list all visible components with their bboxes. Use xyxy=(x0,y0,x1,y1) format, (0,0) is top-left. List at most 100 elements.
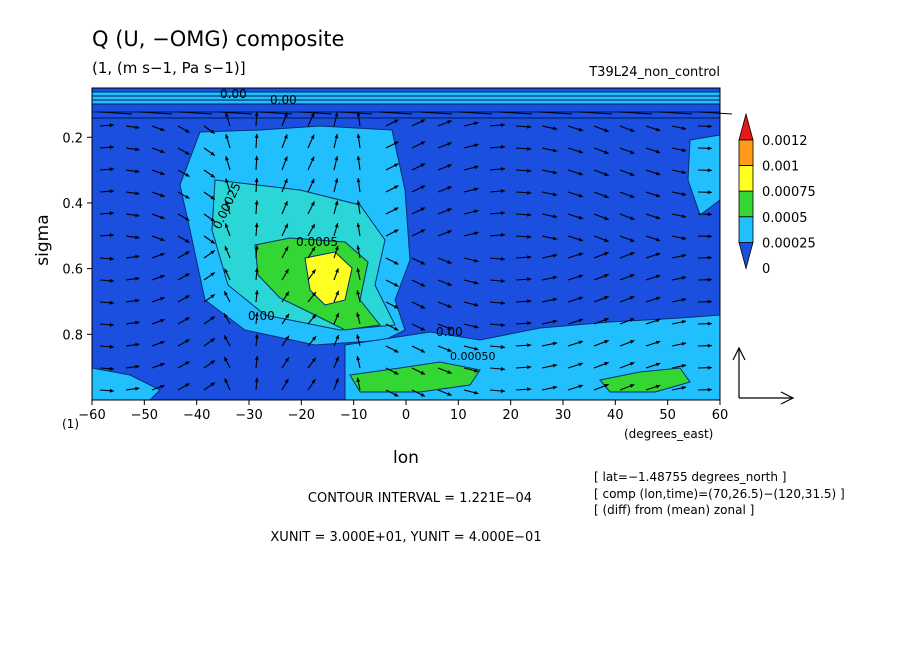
wind-vector-head xyxy=(335,268,339,273)
wind-vector-head xyxy=(284,269,289,274)
wind-vector-head xyxy=(655,318,661,323)
colorbar-segment xyxy=(738,165,754,192)
wind-vector-head xyxy=(655,296,661,301)
wind-vector-head xyxy=(160,237,165,242)
wind-vector xyxy=(339,111,373,115)
wind-vector-head xyxy=(210,382,215,387)
wind-vector-head xyxy=(604,252,609,256)
wind-vector-head xyxy=(335,356,339,362)
wind-vector-head xyxy=(356,155,361,161)
wind-vector-head xyxy=(527,212,532,217)
wind-vector-head xyxy=(474,143,479,148)
wind-vector-head xyxy=(707,146,712,151)
wind-vector-head xyxy=(254,178,259,183)
wind-vector-head xyxy=(681,126,687,131)
wind-vector-head xyxy=(135,213,140,218)
wind-vector-head xyxy=(629,340,635,344)
x-tick-label: −60 xyxy=(78,408,105,423)
wind-vector-head xyxy=(210,316,215,321)
wind-vector-head xyxy=(310,156,315,162)
wind-vector-head xyxy=(185,128,190,133)
wind-vector-head xyxy=(707,321,712,326)
wind-vector-head xyxy=(135,147,140,152)
wind-vector-head xyxy=(447,304,452,308)
y-origin-label: (1) xyxy=(62,417,79,431)
wind-vector-head xyxy=(527,124,532,129)
wind-vector-head xyxy=(604,340,609,344)
contour-lines xyxy=(92,95,720,119)
wind-vector-head xyxy=(681,253,687,258)
wind-vector-head xyxy=(629,384,635,388)
contour-label: 0.00 xyxy=(436,325,463,339)
wind-vector-head xyxy=(447,326,452,330)
wind-vector-head xyxy=(224,291,228,296)
wind-vector xyxy=(379,111,413,115)
wind-vector-head xyxy=(604,172,609,176)
wind-vector-head xyxy=(420,141,425,146)
wind-vector-head xyxy=(447,164,452,168)
wind-vector-head xyxy=(285,291,289,296)
wind-vector-head xyxy=(109,211,114,216)
wind-vector-head xyxy=(578,340,583,345)
wind-vector-head xyxy=(160,171,165,176)
x-tick-label: 60 xyxy=(712,408,729,423)
wind-vector-head xyxy=(707,343,712,348)
wind-vector-head xyxy=(655,384,661,389)
wind-vector-head xyxy=(210,129,215,134)
wind-vector xyxy=(699,111,733,115)
x-tick-label: 40 xyxy=(607,408,624,423)
wind-vector-head xyxy=(312,314,317,319)
wind-vector-head xyxy=(393,119,399,124)
x-tick-label: 30 xyxy=(555,408,572,423)
wind-vector-head xyxy=(420,326,425,331)
wind-vector-head xyxy=(224,313,228,318)
wind-vector-head xyxy=(527,234,532,239)
wind-vector-head xyxy=(500,389,506,393)
wind-vector-head xyxy=(420,119,425,124)
wind-vector-head xyxy=(135,191,140,196)
wind-vector-head xyxy=(109,366,114,371)
colorbar-segment xyxy=(738,190,754,218)
wind-vector-head xyxy=(527,277,532,282)
colorbar-label: 0.00025 xyxy=(762,236,816,251)
chart-subtitle: (1, (m s−1, Pa s−1)] xyxy=(92,59,246,77)
wind-vector-head xyxy=(356,356,361,361)
wind-vector-head xyxy=(283,156,288,161)
wind-vector-head xyxy=(629,318,635,322)
wind-vector-head xyxy=(500,233,506,237)
y-tick-label: 0.4 xyxy=(62,197,83,212)
wind-vector-head xyxy=(210,250,215,255)
wind-vector-head xyxy=(707,124,712,129)
wind-vector-head xyxy=(356,334,361,339)
wind-vector-head xyxy=(447,208,452,212)
chart-title: Q (U, −OMG) composite xyxy=(92,27,344,51)
colorbar-segment xyxy=(738,139,754,167)
wind-vector-head xyxy=(393,326,399,331)
wind-vector-head xyxy=(185,295,190,300)
wind-vector-head xyxy=(500,145,506,149)
wind-vector xyxy=(539,111,573,115)
y-tick-label: 0.2 xyxy=(62,131,83,146)
wind-vector-head xyxy=(474,258,479,263)
x-tick-label: −10 xyxy=(340,408,367,423)
wind-vector-head xyxy=(225,200,229,206)
wind-vector-head xyxy=(604,216,609,220)
colorbar-label: 0 xyxy=(762,262,770,277)
contour-region-top-band xyxy=(91,91,721,105)
wind-vector-head xyxy=(552,363,558,368)
x-tick-label: 20 xyxy=(502,408,519,423)
plot-area: 0.00 0.00025 0.0005 0.00 0.00 0.00050 0.… xyxy=(91,87,733,401)
wind-vector-head xyxy=(474,231,479,236)
wind-vector-head xyxy=(160,296,165,301)
wind-vector-head xyxy=(335,312,339,318)
wind-vector-head xyxy=(254,155,259,161)
wind-vector-head xyxy=(284,378,289,384)
wind-vector-head xyxy=(254,377,259,382)
wind-vector-head xyxy=(552,170,558,175)
wind-vector-head xyxy=(224,223,229,228)
wind-vector-head xyxy=(527,343,532,348)
units-text: XUNIT = 3.000E+01, YUNIT = 4.000E−01 xyxy=(270,530,541,545)
wind-vector-head xyxy=(578,296,583,301)
wind-vector-head xyxy=(185,317,190,322)
